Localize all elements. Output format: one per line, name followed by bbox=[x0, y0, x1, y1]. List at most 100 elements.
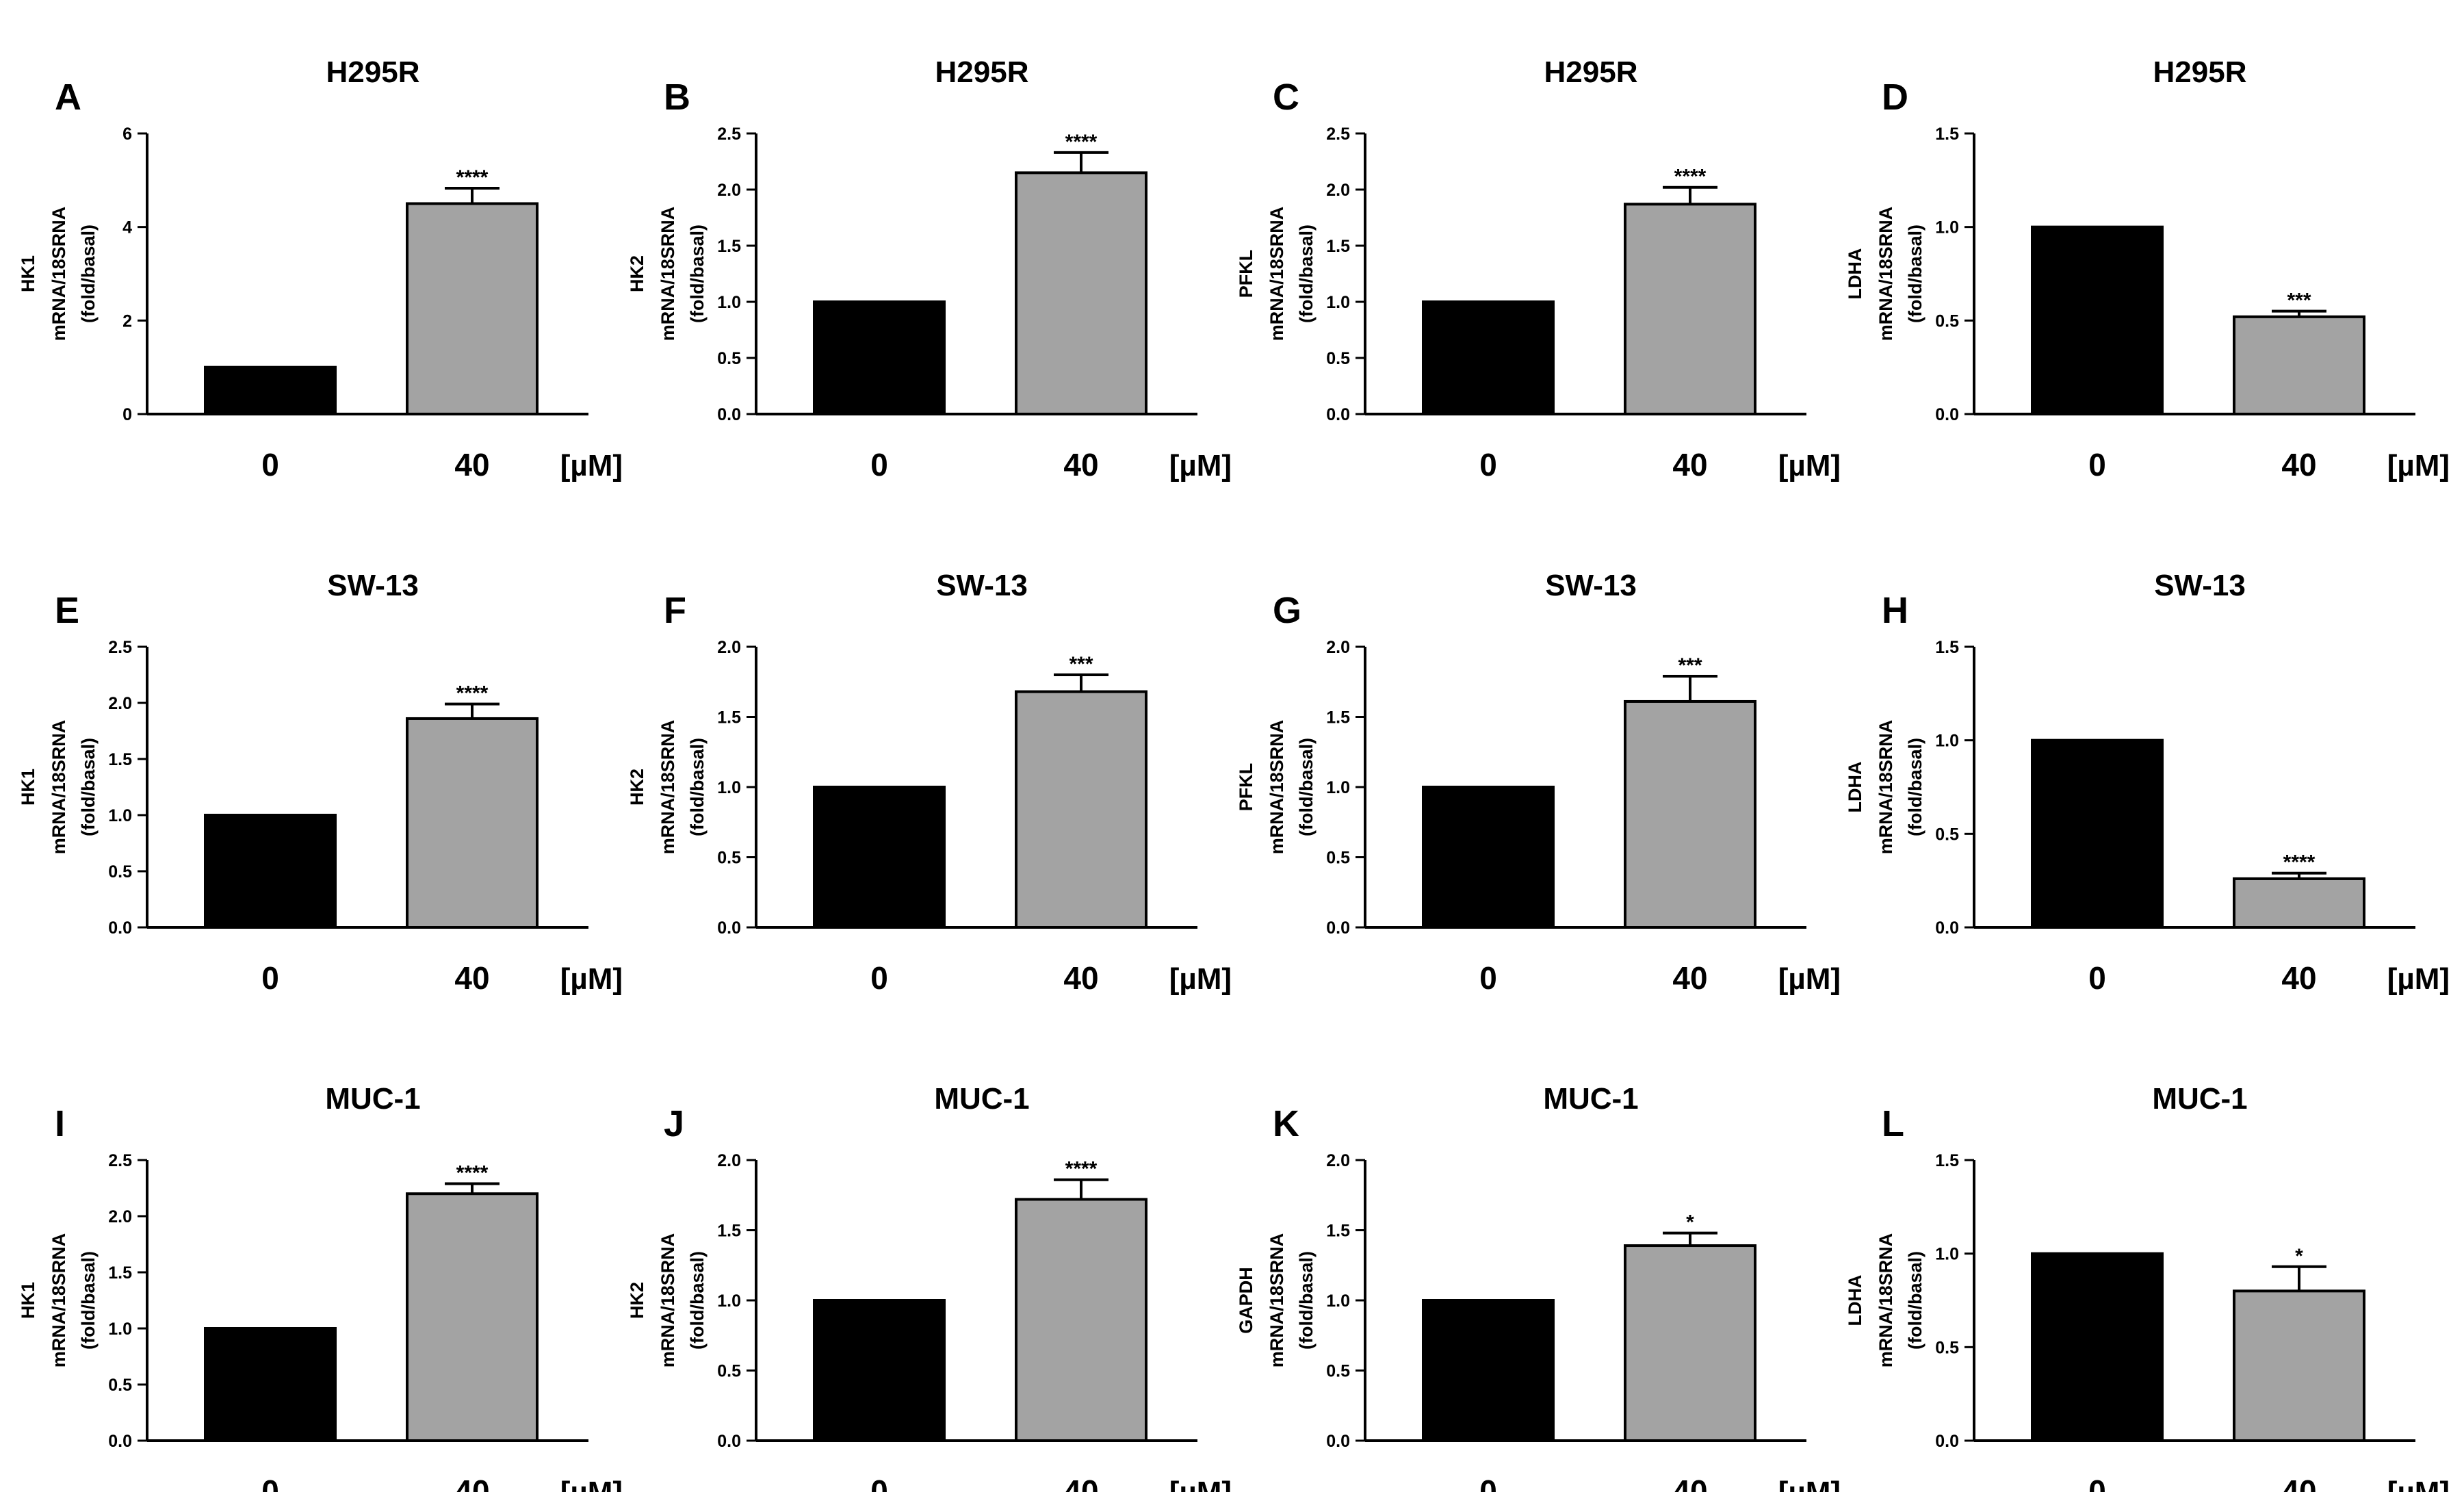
chart-title: H295R bbox=[935, 55, 1029, 89]
y-tick-label: 1.0 bbox=[108, 1320, 132, 1339]
chart-title: MUC-1 bbox=[2152, 1082, 2247, 1116]
y-axis-label-line: (fold/basal) bbox=[78, 1251, 99, 1350]
panel-c: C H295R PFKL mRNA/18SRNA (fold/basal) 0.0 0.5 1… bbox=[1236, 55, 1841, 483]
y-axis-label-line: mRNA/18SRNA bbox=[1267, 1233, 1287, 1368]
y-axis-label-line: (fold/basal) bbox=[1296, 738, 1317, 836]
x-tick-label: 40 bbox=[1063, 1474, 1098, 1492]
y-tick-label: 0.5 bbox=[108, 862, 132, 882]
chart-title: MUC-1 bbox=[1543, 1082, 1638, 1116]
x-tick-label: 40 bbox=[2281, 960, 2316, 996]
y-tick-label: 0.0 bbox=[1935, 1432, 1959, 1451]
y-axis-label-line: HK2 bbox=[627, 769, 647, 806]
y-axis-label-line: LDHA bbox=[1845, 248, 1865, 300]
y-tick-label: 0.5 bbox=[1935, 825, 1959, 844]
y-tick-label: 0.5 bbox=[717, 849, 741, 868]
x-tick-label: 0 bbox=[2088, 960, 2106, 996]
chart-title: SW-13 bbox=[1545, 569, 1637, 602]
significance-label: **** bbox=[1674, 166, 1707, 188]
y-tick-label: 0 bbox=[122, 405, 132, 424]
x-tick-label: 40 bbox=[2281, 447, 2316, 483]
bar-40 bbox=[406, 1192, 539, 1442]
y-tick-label: 2.5 bbox=[108, 638, 132, 657]
y-tick-label: 1.5 bbox=[1935, 1151, 1959, 1170]
significance-label: *** bbox=[1069, 653, 1093, 676]
y-tick-label: 1.5 bbox=[1326, 708, 1350, 728]
x-tick-label: 0 bbox=[261, 960, 279, 996]
chart-title: H295R bbox=[326, 55, 420, 89]
y-axis-label-line: LDHA bbox=[1845, 762, 1865, 813]
panel-letter: D bbox=[1882, 77, 1908, 118]
y-tick-label: 0.5 bbox=[1935, 311, 1959, 331]
y-tick-label: 1.0 bbox=[1935, 1245, 1959, 1264]
bar-0 bbox=[2031, 225, 2164, 415]
y-tick-label: 2.0 bbox=[1326, 181, 1350, 200]
panel-letter: C bbox=[1273, 77, 1299, 118]
y-axis-label-line: mRNA/18SRNA bbox=[1267, 720, 1287, 855]
y-tick-label: 0.5 bbox=[1326, 349, 1350, 368]
x-tick-label: 40 bbox=[454, 447, 489, 483]
y-tick-label: 0.0 bbox=[717, 405, 741, 424]
y-tick-label: 1.5 bbox=[1935, 125, 1959, 144]
bar-40 bbox=[1624, 1244, 1756, 1442]
significance-label: **** bbox=[456, 682, 489, 705]
panel-e: E SW-13 HK1 mRNA/18SRNA (fold/basal) 0.0 0.5 1.… bbox=[18, 569, 623, 996]
y-axis-label-line: (fold/basal) bbox=[1296, 1251, 1317, 1350]
significance-label: **** bbox=[456, 166, 489, 189]
y-axis-label-line: mRNA/18SRNA bbox=[1876, 720, 1896, 855]
panel-d: D H295R LDHA mRNA/18SRNA (fold/basal) 0.0 0.5 1… bbox=[1845, 55, 2450, 483]
y-axis-label-line: mRNA/18SRNA bbox=[1876, 1233, 1896, 1368]
y-tick-label: 0.5 bbox=[1326, 849, 1350, 868]
panel-letter: G bbox=[1273, 590, 1301, 631]
y-axis-label-line: (fold/basal) bbox=[78, 224, 99, 323]
bar-40 bbox=[406, 202, 539, 415]
y-axis-label-line: mRNA/18SRNA bbox=[49, 1233, 69, 1368]
y-axis-label-line: (fold/basal) bbox=[687, 1251, 708, 1350]
panel-letter: H bbox=[1882, 590, 1908, 631]
y-tick-label: 4 bbox=[122, 218, 132, 237]
y-tick-label: 2.0 bbox=[108, 694, 132, 713]
y-tick-label: 1.5 bbox=[1935, 638, 1959, 657]
y-tick-label: 2.0 bbox=[108, 1207, 132, 1226]
x-unit-label: [µM] bbox=[2387, 1476, 2450, 1492]
bar-0 bbox=[2031, 738, 2164, 929]
y-tick-label: 1.0 bbox=[717, 778, 741, 797]
x-tick-label: 0 bbox=[261, 447, 279, 483]
x-unit-label: [µM] bbox=[2387, 449, 2450, 483]
y-tick-label: 1.5 bbox=[1326, 237, 1350, 256]
y-axis-label-line: mRNA/18SRNA bbox=[49, 207, 69, 342]
bar-40 bbox=[1015, 1198, 1147, 1442]
x-tick-label: 40 bbox=[1672, 1474, 1707, 1492]
y-tick-label: 1.5 bbox=[717, 237, 741, 256]
y-tick-label: 2.0 bbox=[1326, 1151, 1350, 1170]
panel-letter: I bbox=[55, 1103, 65, 1144]
bar-40 bbox=[2233, 877, 2365, 929]
y-tick-label: 0.5 bbox=[1935, 1338, 1959, 1357]
y-axis-label-line: mRNA/18SRNA bbox=[658, 720, 678, 855]
y-tick-label: 2.0 bbox=[717, 638, 741, 657]
significance-label: **** bbox=[1065, 131, 1098, 153]
y-tick-label: 1.5 bbox=[717, 708, 741, 728]
y-axis-label-line: mRNA/18SRNA bbox=[658, 207, 678, 342]
y-axis-label-line: (fold/basal) bbox=[687, 738, 708, 836]
panel-letter: K bbox=[1273, 1103, 1299, 1144]
x-unit-label: [µM] bbox=[1169, 449, 1232, 483]
x-tick-label: 0 bbox=[2088, 447, 2106, 483]
y-tick-label: 1.0 bbox=[1326, 1291, 1350, 1311]
chart-title: H295R bbox=[2153, 55, 2247, 89]
y-tick-label: 1.5 bbox=[108, 750, 132, 769]
x-unit-label: [µM] bbox=[560, 449, 623, 483]
chart-title: H295R bbox=[1544, 55, 1638, 89]
bar-0 bbox=[813, 300, 946, 415]
bar-0 bbox=[813, 1299, 946, 1442]
y-tick-label: 2 bbox=[122, 311, 132, 331]
bar-40 bbox=[2233, 315, 2365, 415]
chart-title: MUC-1 bbox=[934, 1082, 1029, 1116]
y-tick-label: 1.0 bbox=[108, 806, 132, 825]
y-tick-label: 2.5 bbox=[717, 125, 741, 144]
significance-label: *** bbox=[2287, 290, 2311, 312]
x-tick-label: 0 bbox=[870, 447, 888, 483]
panel-letter: L bbox=[1882, 1103, 1904, 1144]
bar-0 bbox=[813, 786, 946, 929]
y-axis-label-line: HK2 bbox=[627, 255, 647, 292]
